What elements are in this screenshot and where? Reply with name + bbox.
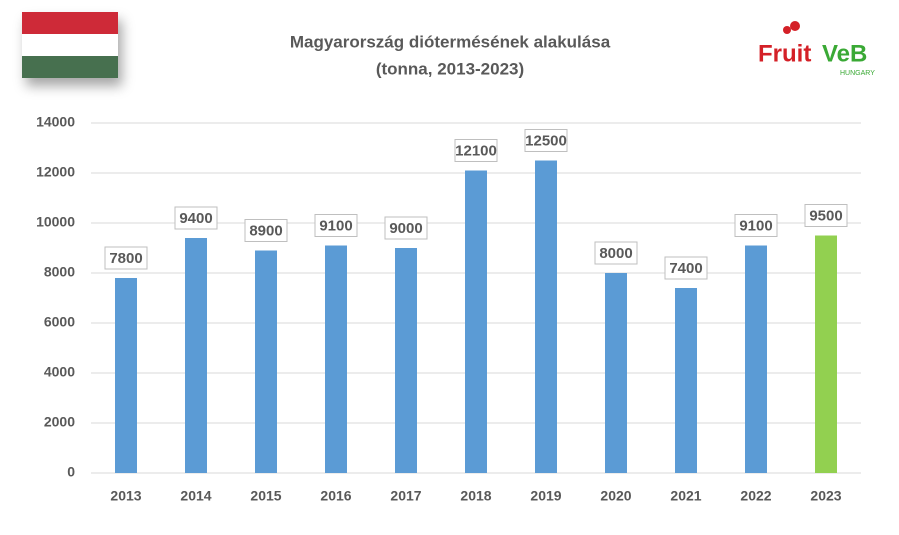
x-tick-label: 2013	[110, 488, 141, 504]
logo-text: VeB	[822, 40, 867, 67]
value-label: 9000	[389, 220, 422, 237]
y-tick-label: 10000	[36, 214, 75, 230]
logo: Fruit VeB HUNGARY	[758, 21, 875, 77]
value-label-box	[734, 214, 778, 237]
bar	[325, 245, 347, 473]
x-tick-label: 2022	[740, 488, 771, 504]
bar	[535, 160, 557, 473]
bar	[675, 288, 697, 473]
y-tick-label: 8000	[44, 264, 75, 280]
y-tick-label: 4000	[44, 364, 75, 380]
value-label-box	[594, 241, 638, 265]
bar	[745, 245, 767, 473]
value-label-box	[804, 204, 848, 227]
value-label: 7800	[109, 250, 142, 267]
value-label-box	[524, 129, 568, 152]
value-label: 7400	[669, 260, 702, 277]
y-tick-label: 0	[67, 464, 75, 480]
x-tick-label: 2018	[460, 488, 491, 504]
value-label-box	[664, 256, 708, 280]
x-tick-label: 2020	[600, 488, 631, 504]
logo-text: Fruit	[758, 40, 811, 67]
bar	[255, 250, 277, 473]
flag	[22, 12, 118, 78]
x-tick-label: 2019	[530, 488, 561, 504]
x-tick-label: 2023	[810, 488, 841, 504]
value-label: 9400	[179, 210, 212, 227]
bar	[605, 273, 627, 473]
y-tick-label: 2000	[44, 414, 75, 430]
value-label-box	[104, 246, 148, 270]
logo-subtext: HUNGARY	[840, 70, 875, 77]
x-tick-label: 2015	[250, 488, 281, 504]
y-tick-label: 14000	[36, 114, 75, 130]
y-tick-label: 6000	[44, 314, 75, 330]
bar	[395, 248, 417, 473]
value-label: 8900	[249, 222, 282, 239]
chart-title: Magyarország diótermésének alakulása	[290, 32, 611, 51]
bar	[815, 235, 837, 473]
value-label: 12500	[525, 132, 567, 149]
y-tick-label: 12000	[36, 164, 75, 180]
x-tick-label: 2016	[320, 488, 351, 504]
x-tick-label: 2014	[180, 488, 211, 504]
value-label: 9100	[319, 217, 352, 234]
value-label-box	[454, 139, 498, 162]
value-label-box	[174, 206, 218, 230]
bar	[465, 170, 487, 473]
value-label: 9500	[809, 207, 842, 224]
value-label: 9100	[739, 217, 772, 234]
bar	[115, 278, 137, 473]
chart-subtitle: (tonna, 2013-2023)	[376, 59, 524, 78]
value-label-box	[244, 219, 288, 242]
value-label-box	[384, 216, 428, 240]
value-label-box	[314, 214, 358, 237]
x-tick-label: 2017	[390, 488, 421, 504]
value-label: 12100	[455, 142, 497, 159]
x-tick-label: 2021	[670, 488, 701, 504]
value-label: 8000	[599, 245, 632, 262]
bar	[185, 238, 207, 473]
